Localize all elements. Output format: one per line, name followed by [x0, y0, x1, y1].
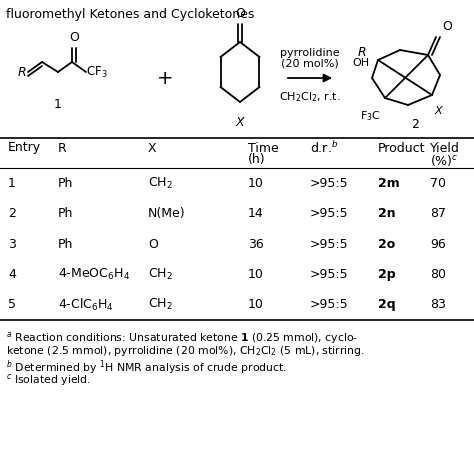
Text: pyrrolidine: pyrrolidine [280, 48, 340, 58]
Text: +: + [157, 69, 173, 87]
Text: O: O [69, 31, 79, 44]
Text: 80: 80 [430, 268, 446, 281]
Text: (h): (h) [248, 153, 265, 166]
Text: >95:5: >95:5 [310, 268, 348, 281]
Text: 2m: 2m [378, 177, 400, 190]
Text: CH$_2$: CH$_2$ [148, 297, 173, 313]
Text: $^c$ Isolated yield.: $^c$ Isolated yield. [6, 372, 91, 388]
Text: (%$)^c$: (%$)^c$ [430, 152, 458, 167]
Text: 10: 10 [248, 298, 264, 311]
Text: Ph: Ph [58, 238, 73, 250]
Text: Product: Product [378, 142, 426, 155]
Text: X: X [434, 106, 442, 116]
Text: 4-ClC$_6$H$_4$: 4-ClC$_6$H$_4$ [58, 297, 114, 313]
Text: 2n: 2n [378, 207, 396, 220]
Text: OH: OH [353, 58, 370, 68]
Text: 2: 2 [8, 207, 16, 220]
Text: 4: 4 [8, 268, 16, 281]
Text: Time: Time [248, 142, 279, 155]
Text: 3: 3 [8, 238, 16, 250]
Text: 36: 36 [248, 238, 264, 250]
Text: $^b$ Determined by $^1$H NMR analysis of crude product.: $^b$ Determined by $^1$H NMR analysis of… [6, 358, 287, 377]
Text: >95:5: >95:5 [310, 207, 348, 220]
Text: $^a$ Reaction conditions: Unsaturated ketone $\mathbf{1}$ (0.25 mmol), cyclo-: $^a$ Reaction conditions: Unsaturated ke… [6, 330, 358, 346]
Text: 83: 83 [430, 298, 446, 311]
Text: 2p: 2p [378, 268, 396, 281]
Text: O: O [442, 20, 452, 33]
Text: 96: 96 [430, 238, 446, 250]
Text: Entry: Entry [8, 142, 41, 155]
Text: >95:5: >95:5 [310, 238, 348, 250]
Text: CH$_2$: CH$_2$ [148, 175, 173, 191]
Text: 2: 2 [411, 119, 419, 132]
Text: X: X [148, 142, 156, 155]
Text: 10: 10 [248, 177, 264, 190]
Text: R: R [58, 142, 67, 155]
Text: 70: 70 [430, 177, 446, 190]
Text: ketone (2.5 mmol), pyrrolidine (20 mol%), CH$_2$Cl$_2$ (5 mL), stirring.: ketone (2.5 mmol), pyrrolidine (20 mol%)… [6, 344, 365, 358]
Text: >95:5: >95:5 [310, 177, 348, 190]
Text: (20 mol%): (20 mol%) [281, 58, 339, 68]
Text: Ph: Ph [58, 207, 73, 220]
Text: R: R [357, 46, 366, 59]
Text: d.r.$^b$: d.r.$^b$ [310, 140, 338, 156]
Text: Ph: Ph [58, 177, 73, 190]
Text: 87: 87 [430, 207, 446, 220]
Text: Yield: Yield [430, 142, 460, 155]
Text: O: O [235, 7, 245, 20]
Text: 1: 1 [54, 98, 62, 111]
Text: CH$_2$Cl$_2$, r.t.: CH$_2$Cl$_2$, r.t. [279, 90, 341, 104]
Text: 2o: 2o [378, 238, 395, 250]
Text: CH$_2$: CH$_2$ [148, 267, 173, 282]
Text: F$_3$C: F$_3$C [360, 109, 381, 123]
Text: CF$_3$: CF$_3$ [86, 64, 108, 79]
Text: fluoromethyl Ketones and Cycloketones: fluoromethyl Ketones and Cycloketones [6, 8, 255, 21]
Text: >95:5: >95:5 [310, 298, 348, 311]
Text: O: O [148, 238, 158, 250]
Text: 14: 14 [248, 207, 264, 220]
Text: X: X [236, 116, 244, 129]
Text: 5: 5 [8, 298, 16, 311]
Text: R: R [18, 65, 27, 78]
Text: 2q: 2q [378, 298, 396, 311]
Text: 4-MeOC$_6$H$_4$: 4-MeOC$_6$H$_4$ [58, 267, 130, 282]
Text: N(Me): N(Me) [148, 207, 186, 220]
Text: 1: 1 [8, 177, 16, 190]
Text: 10: 10 [248, 268, 264, 281]
